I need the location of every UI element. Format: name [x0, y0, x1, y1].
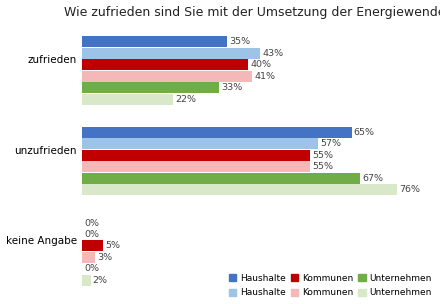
Bar	[82, 184, 397, 195]
Bar	[82, 275, 91, 286]
Text: 33%: 33%	[221, 83, 242, 92]
Text: 57%: 57%	[320, 140, 341, 148]
Legend: Haushalte, Haushalte, Kommunen, Kommunen, Unternehmen, Unternehmen: Haushalte, Haushalte, Kommunen, Kommunen…	[227, 272, 433, 299]
Bar	[82, 36, 227, 47]
Bar	[82, 82, 219, 93]
Text: 65%: 65%	[354, 128, 374, 137]
Text: 55%: 55%	[312, 162, 333, 171]
Text: 55%: 55%	[312, 151, 333, 160]
Title: Wie zufrieden sind Sie mit der Umsetzung der Energiewende?: Wie zufrieden sind Sie mit der Umsetzung…	[64, 5, 440, 19]
Text: 3%: 3%	[97, 253, 112, 262]
Text: 41%: 41%	[254, 72, 275, 81]
Text: 0%: 0%	[84, 264, 99, 273]
Text: 35%: 35%	[229, 37, 250, 46]
Text: 0%: 0%	[84, 219, 99, 228]
Text: 67%: 67%	[362, 174, 383, 183]
Bar	[82, 150, 310, 161]
Bar	[82, 94, 173, 105]
Bar	[82, 138, 319, 149]
Text: 5%: 5%	[105, 241, 120, 250]
Bar	[82, 240, 103, 251]
Bar	[82, 48, 260, 59]
Text: 40%: 40%	[250, 60, 271, 69]
Bar	[82, 161, 310, 172]
Bar	[82, 127, 352, 138]
Bar	[82, 59, 248, 70]
Text: 76%: 76%	[399, 185, 420, 194]
Bar	[82, 173, 360, 184]
Bar	[82, 252, 95, 263]
Text: 0%: 0%	[84, 230, 99, 239]
Text: 2%: 2%	[92, 276, 108, 285]
Bar	[82, 71, 252, 82]
Text: 43%: 43%	[263, 49, 284, 58]
Text: 22%: 22%	[176, 95, 197, 104]
